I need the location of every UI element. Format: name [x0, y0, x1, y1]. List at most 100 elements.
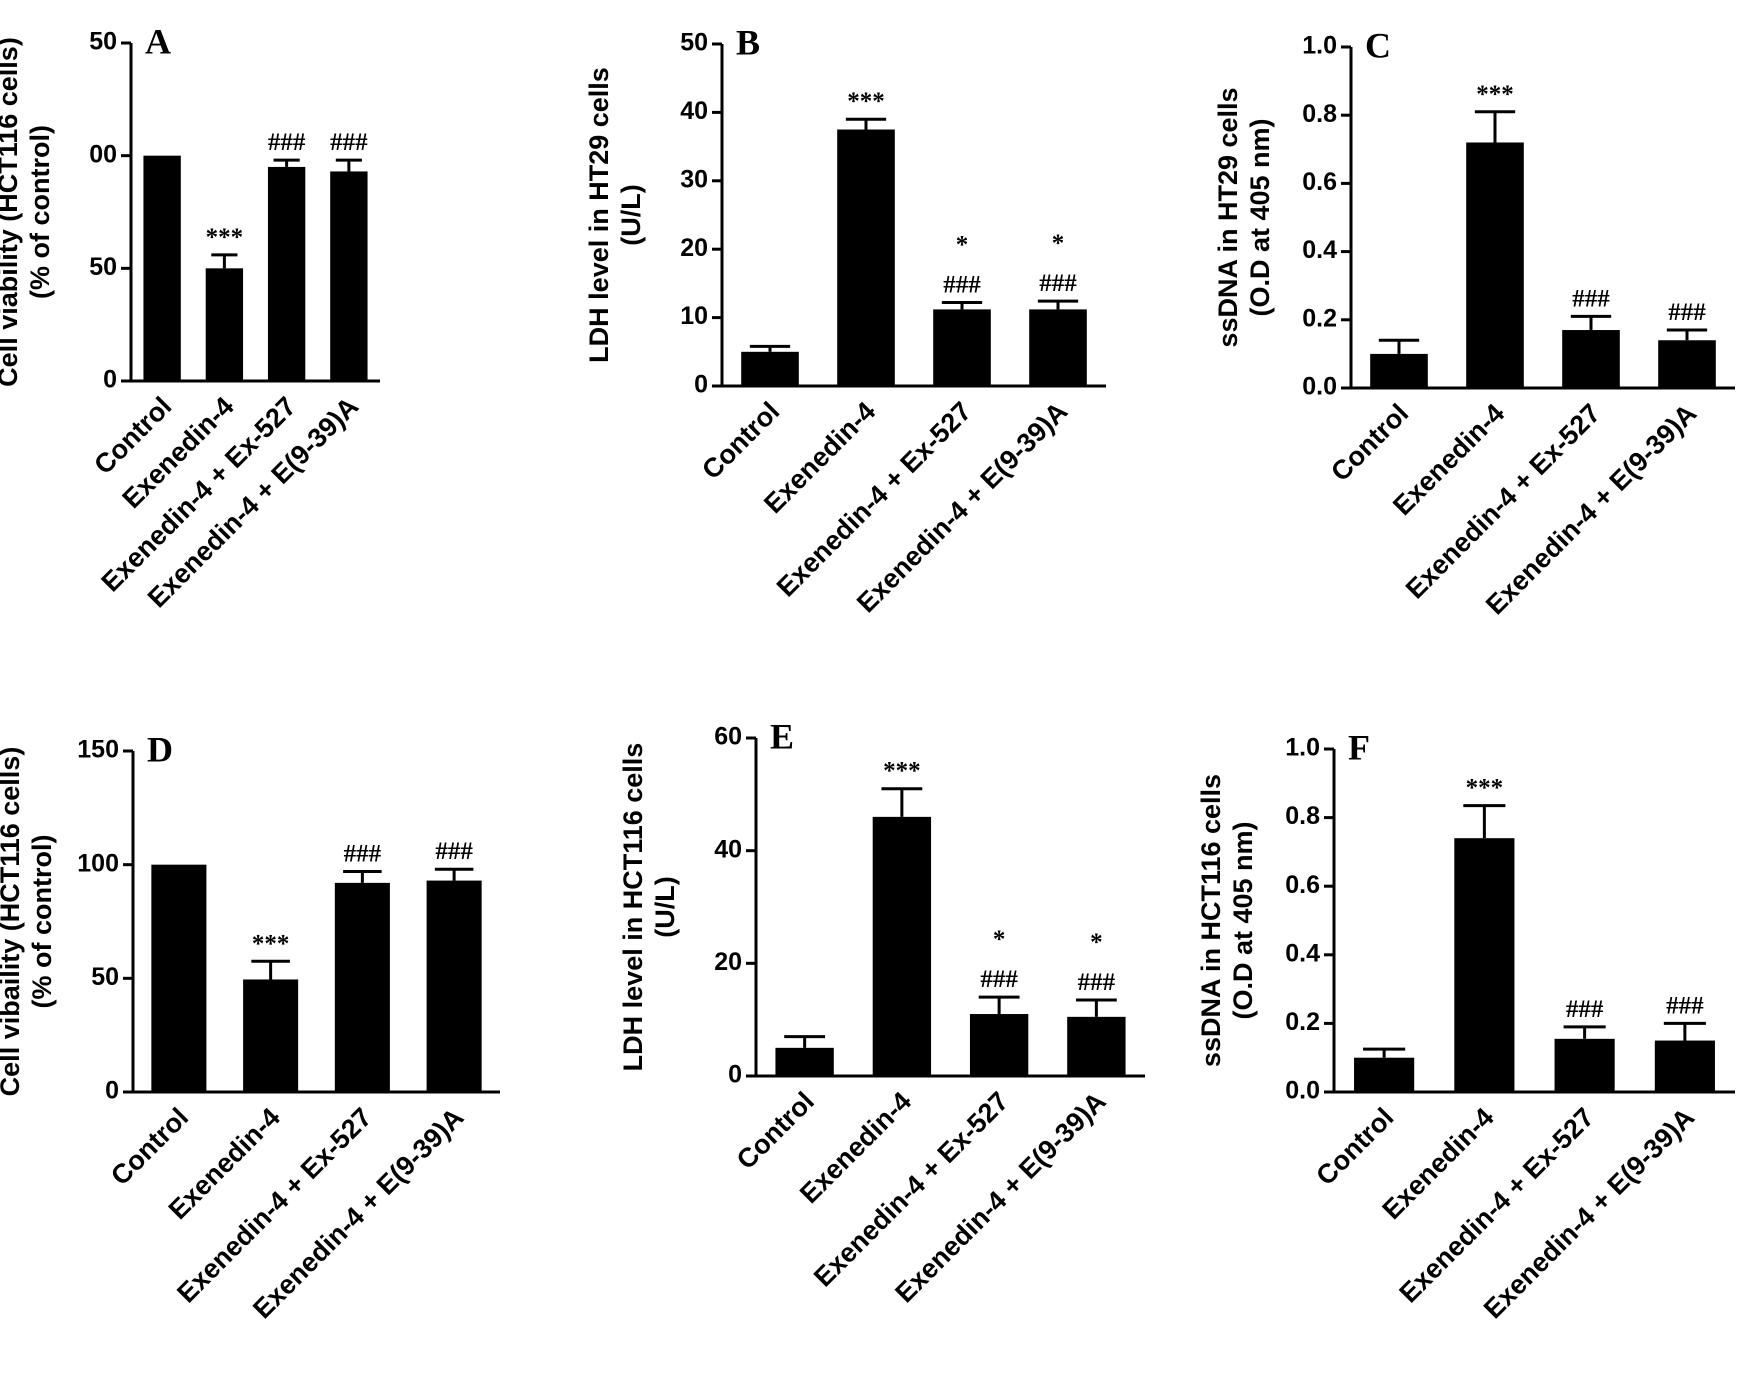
x-tick-label: Exenedin-4 + E(9-39)A [1478, 1102, 1700, 1324]
y-tick-label: 00 [89, 140, 117, 168]
panel: 0.0 0.2 0.4 0.6 0.8 1.0 ssDNA in HCT116 cells(… [1196, 727, 1735, 1324]
bar [334, 882, 390, 1092]
y-axis-label: LDH level in HCT116 cells [618, 743, 648, 1072]
bar [143, 155, 181, 381]
bar [1554, 1038, 1615, 1092]
y-axis-label: (O.D at 405 nm) [1228, 821, 1258, 1019]
bar [205, 268, 244, 381]
bar [267, 166, 306, 381]
panel: 0 10 20 30 40 50 LDH level in HT29 cells (U/L) B… [584, 22, 1106, 618]
y-tick-label: 0.0 [1285, 1077, 1320, 1105]
significance-label: *** [1476, 81, 1514, 108]
x-tick-label: Exenedin-4 + Ex-527 [1400, 398, 1606, 604]
y-tick-label: 50 [680, 29, 708, 57]
y-tick-label: 0 [103, 366, 117, 394]
significance-label: ### [1039, 270, 1077, 297]
y-tick-label: 0 [728, 1061, 742, 1089]
y-tick-label: 100 [77, 849, 119, 877]
y-tick-label: 30 [680, 165, 708, 193]
significance-label: ### [943, 272, 981, 299]
significance-label: ### [1666, 992, 1704, 1019]
significance-label: * [1052, 230, 1065, 257]
y-axis-label: (% of control) [27, 835, 57, 1009]
bar [872, 816, 932, 1076]
bar [1067, 1016, 1126, 1076]
y-tick-label: 20 [714, 948, 742, 976]
x-tick-label: Control [731, 1086, 820, 1175]
panel: 0 50 100 150 Cell vibaility (HCT116 cells)(%… [0, 729, 500, 1324]
panel-label: D [147, 729, 173, 769]
x-tick-label: Control [696, 396, 785, 485]
y-tick-label: 0.8 [1285, 802, 1320, 830]
significance-label: * [993, 926, 1006, 953]
y-tick-label: 0.8 [1302, 100, 1337, 128]
significance-label: ### [1078, 969, 1116, 996]
bar [243, 979, 299, 1092]
y-tick-label: 40 [680, 97, 708, 125]
y-axis-label: (% of control) [25, 125, 55, 299]
bar [969, 1014, 1029, 1076]
y-axis-label: (U/L) [650, 876, 680, 937]
significance-label: *** [883, 758, 921, 785]
panel-label: F [1348, 727, 1370, 767]
x-tick-label: Exenedin-4 + Ex-527 [771, 396, 977, 602]
y-tick-label: 0.4 [1285, 939, 1320, 967]
y-tick-label: 0.6 [1285, 871, 1320, 899]
significance-label: *** [252, 930, 290, 957]
panel-label: B [736, 22, 760, 62]
bar [1658, 340, 1716, 388]
bar [426, 880, 482, 1092]
significance-label: ### [980, 966, 1018, 993]
panel: 0 50 00 50 Cell viability (HCT116 cells)(% o… [0, 21, 380, 613]
bar [1370, 353, 1428, 388]
panel-label: A [145, 21, 171, 61]
significance-label: ### [1572, 285, 1610, 312]
y-tick-label: 0.2 [1302, 304, 1337, 332]
y-tick-label: 0.0 [1302, 373, 1337, 401]
significance-label: * [956, 232, 969, 259]
bar [775, 1047, 834, 1076]
panel-label: E [770, 716, 794, 756]
y-tick-label: 0.2 [1285, 1008, 1320, 1036]
y-tick-label: 1.0 [1285, 734, 1320, 762]
y-tick-label: 20 [680, 234, 708, 262]
y-axis-label: Cell viability (HCT116 cells) [0, 37, 23, 387]
significance-label: ### [268, 129, 306, 156]
x-tick-label: Exenedin-4 + Ex-527 [808, 1086, 1014, 1292]
significance-label: ### [344, 840, 382, 867]
y-tick-label: 0 [105, 1077, 119, 1105]
y-axis-label: ssDNA in HT29 cells [1213, 87, 1243, 347]
y-axis-label: (O.D at 405 nm) [1245, 118, 1275, 316]
bar [741, 351, 799, 386]
significance-label: *** [847, 88, 885, 115]
bar [1562, 330, 1620, 388]
panel: 0.0 0.2 0.4 0.6 0.8 1.0 ssDNA in HT29 cells (O.… [1213, 25, 1735, 620]
y-tick-label: 150 [77, 736, 119, 764]
x-tick-label: Exenedin-4 + Ex-527 [1394, 1102, 1600, 1308]
y-tick-label: 0 [694, 371, 708, 399]
significance-label: *** [1466, 775, 1504, 802]
y-tick-label: 1.0 [1302, 32, 1337, 60]
bar [1654, 1040, 1715, 1092]
x-tick-label: Control [1310, 1102, 1399, 1191]
bar [1029, 309, 1087, 386]
significance-label: * [1090, 929, 1103, 956]
y-tick-label: 50 [91, 963, 119, 991]
y-tick-label: 0.6 [1302, 168, 1337, 196]
significance-label: ### [435, 838, 473, 865]
significance-label: ### [1566, 996, 1604, 1023]
y-axis-label: LDH level in HT29 cells [584, 67, 614, 363]
bar [330, 171, 368, 381]
significance-label: ### [330, 129, 368, 156]
y-tick-label: 60 [714, 723, 742, 751]
y-axis-label: Cell vibaility (HCT116 cells) [0, 747, 25, 1097]
y-axis-label: ssDNA in HCT116 cells [1196, 774, 1226, 1067]
y-tick-label: 0.4 [1302, 236, 1337, 264]
y-tick-label: 40 [714, 835, 742, 863]
bar [1466, 142, 1524, 388]
y-tick-label: 50 [89, 28, 117, 56]
bar [837, 129, 895, 386]
bar [1354, 1057, 1415, 1092]
bar [151, 864, 207, 1092]
